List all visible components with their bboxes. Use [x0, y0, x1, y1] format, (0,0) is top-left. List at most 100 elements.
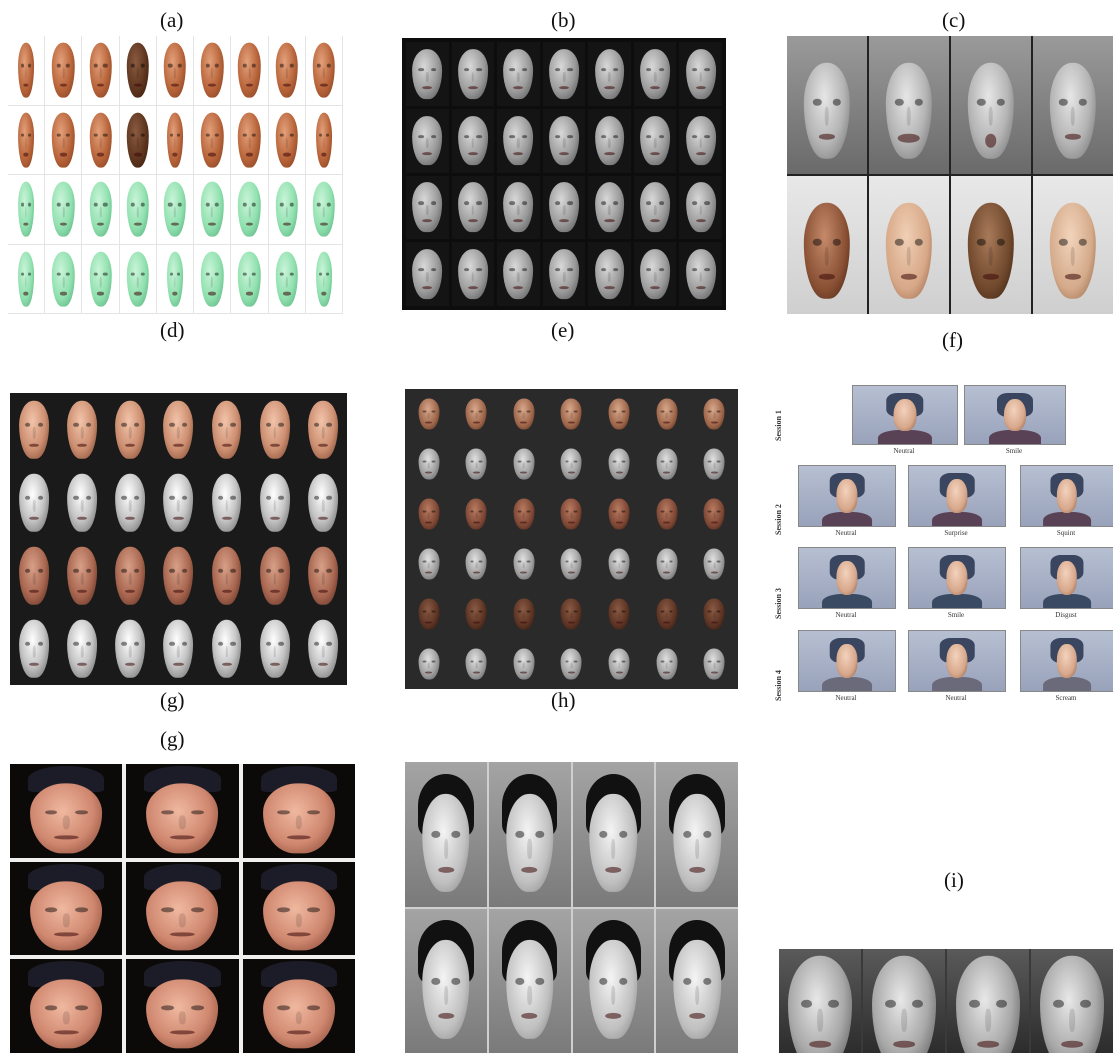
session-photo: [908, 465, 1006, 527]
thumbnail-cell: [299, 612, 347, 685]
thumbnail-cell: [405, 762, 487, 907]
session-photo: [798, 547, 896, 609]
thumbnail-cell: [453, 539, 501, 589]
thumbnail-cell: [299, 393, 347, 466]
thumbnail-cell: [405, 539, 453, 589]
label-b: (b): [551, 8, 576, 32]
thumbnail-cell: [305, 105, 343, 175]
thumbnail-cell: [497, 242, 540, 306]
photo-cell: [1033, 36, 1113, 174]
thumbnail-cell: [231, 175, 269, 245]
thumbnail-cell: [572, 762, 655, 907]
thumbnail-cell: [690, 439, 738, 489]
session-photo: [964, 385, 1066, 445]
thumbnail-cell: [497, 42, 540, 106]
thumbnail-cell: [643, 489, 691, 539]
thumbnail-cell: [268, 175, 306, 245]
caption: Neutral: [835, 694, 857, 702]
session-photo: [908, 630, 1006, 692]
thumbnail-cell: [679, 242, 722, 306]
thumbnail-cell: [58, 466, 106, 539]
thumbnail-cell: [863, 949, 945, 1053]
thumbnail-cell: [106, 466, 154, 539]
thumbnail-cell: [299, 539, 347, 612]
session-photo: [1020, 465, 1113, 527]
thumbnail-cell: [690, 589, 738, 639]
thumbnail-cell: [231, 105, 269, 175]
session-photo: [798, 630, 896, 692]
thumbnail-cell: [679, 42, 722, 106]
thumbnail-cell: [10, 466, 58, 539]
thumbnail-cell: [679, 108, 722, 173]
thumbnail-cell: [10, 764, 123, 858]
session-4-label: Session 4: [774, 670, 783, 701]
label-e: (e): [551, 318, 575, 342]
thumbnail-cell: [947, 949, 1029, 1053]
thumbnail-cell: [154, 539, 202, 612]
thumbnail-cell: [10, 959, 123, 1053]
caption: Neutral: [945, 694, 967, 702]
thumbnail-cell: [548, 639, 596, 689]
thumbnail-cell: [633, 242, 677, 306]
thumbnail-cell: [126, 764, 239, 858]
thumbnail-cell: [643, 589, 691, 639]
thumbnail-cell: [500, 539, 548, 589]
thumbnail-cell: [154, 612, 202, 685]
thumbnail-cell: [405, 389, 453, 439]
thumbnail-cell: [453, 489, 501, 539]
thumbnail-cell: [679, 175, 722, 240]
caption: Surprise: [944, 529, 968, 537]
thumbnail-cell: [156, 244, 195, 314]
thumbnail-cell: [497, 108, 540, 173]
session-1-label: Session 1: [774, 410, 783, 441]
thumbnail-cell: [451, 175, 495, 240]
thumbnail-cell: [406, 42, 449, 106]
thumbnail-cell: [45, 175, 83, 245]
thumbnail-cell: [251, 539, 299, 612]
thumbnail-cell: [690, 489, 738, 539]
thumbnail-cell: [251, 612, 299, 685]
thumbnail-cell: [588, 175, 631, 240]
thumbnail-cell: [497, 175, 540, 240]
label-g-upper-g: (g): [160, 727, 185, 751]
thumbnail-cell: [595, 489, 643, 539]
thumbnail-cell: [156, 36, 195, 106]
session-2-label: Session 2: [774, 504, 783, 535]
panel-i-closeup-strip: [779, 949, 1113, 1053]
thumbnail-cell: [595, 639, 643, 689]
session-photo: [798, 465, 896, 527]
session-photo: [1020, 547, 1113, 609]
thumbnail-cell: [542, 42, 586, 106]
thumbnail-cell: [548, 389, 596, 439]
thumbnail-cell: [8, 175, 46, 245]
thumbnail-cell: [656, 762, 738, 907]
thumbnail-cell: [194, 36, 232, 106]
photo-cell: [787, 36, 867, 174]
thumbnail-cell: [156, 175, 195, 245]
session-photo: [908, 547, 1006, 609]
panel-d-color-gray-scans: [10, 393, 347, 685]
thumbnail-cell: [45, 105, 83, 175]
thumbnail-cell: [406, 175, 449, 240]
session-photo: [852, 385, 958, 445]
thumbnail-cell: [406, 108, 449, 173]
thumbnail-cell: [500, 639, 548, 689]
thumbnail-cell: [10, 861, 123, 956]
thumbnail-cell: [58, 612, 106, 685]
thumbnail-cell: [595, 589, 643, 639]
thumbnail-cell: [82, 36, 120, 106]
panel-a-face-scans: [8, 36, 343, 314]
caption: Smile: [1005, 447, 1023, 455]
thumbnail-cell: [500, 389, 548, 439]
thumbnail-cell: [10, 393, 58, 466]
label-i: (i): [944, 868, 964, 892]
thumbnail-cell: [251, 393, 299, 466]
thumbnail-cell: [633, 175, 677, 240]
label-d: (d): [160, 318, 185, 342]
thumbnail-cell: [45, 244, 83, 314]
thumbnail-cell: [643, 539, 691, 589]
caption: Scream: [1055, 694, 1077, 702]
panel-e-face-grid: [405, 389, 738, 689]
thumbnail-cell: [405, 439, 453, 489]
thumbnail-cell: [453, 389, 501, 439]
